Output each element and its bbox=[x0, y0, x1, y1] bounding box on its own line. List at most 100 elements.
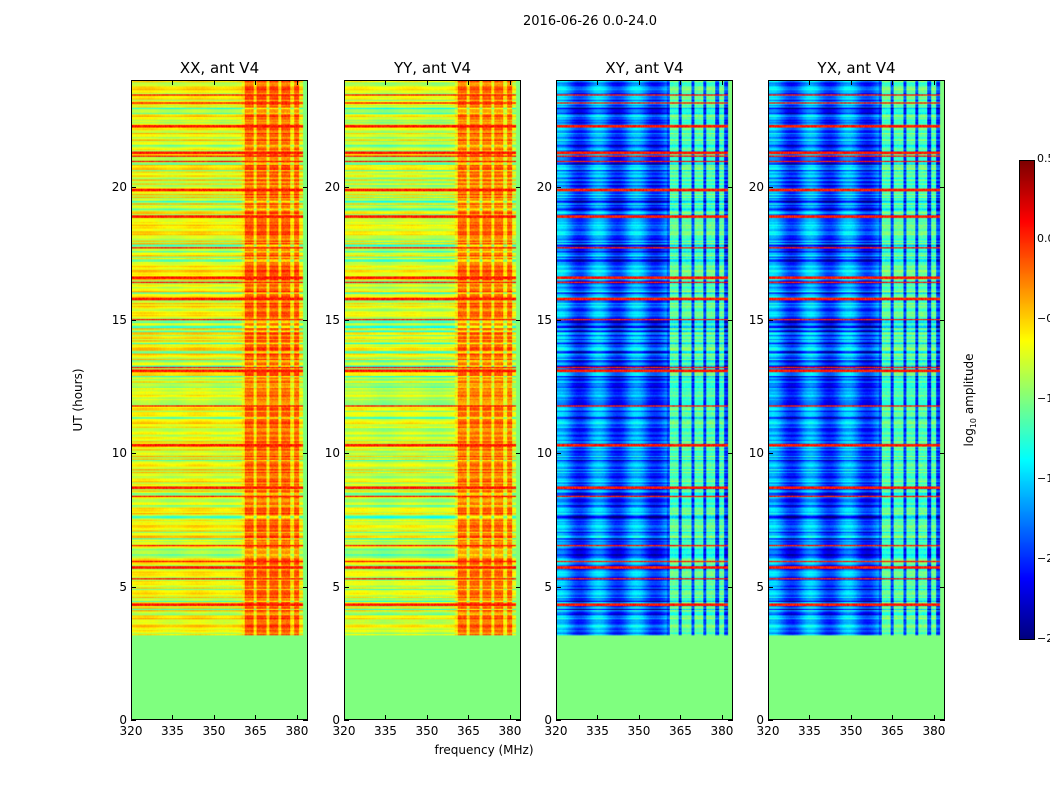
panel-title: YY, ant V4 bbox=[393, 59, 471, 77]
x-tick-mark bbox=[255, 80, 257, 85]
y-tick-mark bbox=[556, 186, 561, 188]
heatmap-image bbox=[769, 81, 944, 719]
panel-title: XX, ant V4 bbox=[179, 59, 260, 77]
y-tick-mark bbox=[516, 453, 521, 455]
x-tick-mark bbox=[255, 715, 257, 720]
y-tick-label: 0 bbox=[544, 713, 552, 727]
panel-title: YX, ant V4 bbox=[817, 59, 896, 77]
x-tick-mark bbox=[131, 715, 132, 720]
x-tick-mark bbox=[933, 80, 935, 85]
y-tick-mark bbox=[131, 186, 136, 188]
colorbar-tick-label: 0.0 bbox=[1037, 232, 1050, 245]
colorbar-tick-label: −0.5 bbox=[1037, 312, 1050, 325]
y-tick-mark bbox=[940, 586, 945, 588]
y-tick-label: 0 bbox=[332, 713, 340, 727]
y-tick-label: 5 bbox=[756, 579, 764, 594]
heatmap-panel-1 bbox=[344, 80, 521, 720]
colorbar-tick-label: −1.5 bbox=[1037, 472, 1050, 485]
heatmap-image bbox=[557, 81, 732, 719]
colorbar-tick-label: −2.0 bbox=[1037, 552, 1050, 565]
x-tick-mark bbox=[638, 715, 640, 720]
x-tick-mark bbox=[509, 80, 511, 85]
y-tick-label: 10 bbox=[111, 446, 127, 461]
y-tick-label: 20 bbox=[536, 179, 552, 194]
x-tick-mark bbox=[426, 80, 428, 85]
x-tick-label: 365 bbox=[881, 724, 904, 738]
x-tick-label: 380 bbox=[285, 724, 309, 738]
y-tick-mark bbox=[516, 186, 521, 188]
y-tick-mark bbox=[131, 320, 136, 321]
y-tick-mark bbox=[728, 186, 733, 188]
y-tick-label: 5 bbox=[332, 579, 340, 594]
y-tick-label: 20 bbox=[324, 179, 340, 194]
y-tick-mark bbox=[344, 586, 349, 588]
heatmap-panel-2 bbox=[556, 80, 733, 720]
y-axis-label: UT (hours) bbox=[71, 368, 85, 432]
colorbar-gradient bbox=[1020, 161, 1034, 639]
x-tick-label: 350 bbox=[202, 724, 226, 738]
y-tick-mark bbox=[728, 320, 733, 321]
y-tick-mark bbox=[344, 320, 349, 321]
x-tick-mark bbox=[468, 80, 470, 85]
y-tick-mark bbox=[768, 453, 773, 455]
y-tick-label: 20 bbox=[111, 179, 127, 194]
figure-title: 2016-06-26 0.0-24.0 bbox=[523, 14, 657, 29]
x-tick-mark bbox=[296, 715, 298, 720]
y-tick-mark bbox=[556, 453, 561, 455]
x-tick-mark bbox=[768, 80, 769, 85]
y-tick-mark bbox=[303, 320, 308, 321]
colorbar-tick-label: −2.5 bbox=[1037, 632, 1050, 645]
y-tick-mark bbox=[728, 453, 733, 455]
y-tick-mark bbox=[344, 186, 349, 188]
x-axis-label: frequency (MHz) bbox=[434, 743, 534, 757]
heatmap-panel-0 bbox=[131, 80, 308, 720]
x-tick-label: 335 bbox=[374, 724, 397, 738]
y-tick-label: 10 bbox=[324, 446, 340, 461]
y-tick-mark bbox=[344, 720, 349, 721]
y-tick-mark bbox=[303, 186, 308, 188]
heatmap-image bbox=[132, 81, 307, 719]
x-tick-mark bbox=[638, 80, 640, 85]
x-tick-mark bbox=[809, 715, 811, 720]
x-tick-mark bbox=[344, 715, 345, 720]
x-tick-mark bbox=[892, 715, 894, 720]
y-tick-mark bbox=[728, 586, 733, 588]
x-tick-mark bbox=[680, 715, 682, 720]
y-tick-mark bbox=[516, 320, 521, 321]
x-tick-mark bbox=[213, 80, 215, 85]
x-tick-mark bbox=[131, 80, 132, 85]
y-tick-mark bbox=[303, 586, 308, 588]
x-tick-label: 380 bbox=[922, 724, 946, 738]
x-tick-mark bbox=[385, 715, 387, 720]
y-tick-label: 10 bbox=[748, 446, 764, 461]
y-tick-label: 15 bbox=[324, 313, 340, 327]
y-tick-label: 5 bbox=[119, 579, 127, 594]
y-tick-label: 20 bbox=[748, 179, 764, 194]
heatmap-image bbox=[345, 81, 520, 719]
x-tick-label: 320 bbox=[332, 724, 356, 738]
panel-title: XY, ant V4 bbox=[605, 59, 684, 77]
x-tick-mark bbox=[468, 715, 470, 720]
x-tick-label: 365 bbox=[457, 724, 480, 738]
x-tick-mark bbox=[721, 80, 723, 85]
x-tick-mark bbox=[556, 80, 557, 85]
x-tick-mark bbox=[172, 80, 174, 85]
x-tick-label: 380 bbox=[710, 724, 734, 738]
x-tick-mark bbox=[809, 80, 811, 85]
x-tick-mark bbox=[892, 80, 894, 85]
x-tick-mark bbox=[850, 80, 852, 85]
x-tick-mark bbox=[680, 80, 682, 85]
y-tick-mark bbox=[303, 453, 308, 455]
y-tick-mark bbox=[940, 453, 945, 455]
y-tick-label: 0 bbox=[119, 713, 127, 727]
y-tick-label: 15 bbox=[748, 313, 764, 327]
y-tick-mark bbox=[556, 586, 561, 588]
x-tick-mark bbox=[556, 715, 557, 720]
x-tick-mark bbox=[213, 715, 215, 720]
y-tick-mark bbox=[940, 720, 945, 721]
y-tick-mark bbox=[556, 720, 561, 721]
y-tick-mark bbox=[768, 586, 773, 588]
y-tick-mark bbox=[768, 720, 773, 721]
y-tick-mark bbox=[768, 186, 773, 188]
